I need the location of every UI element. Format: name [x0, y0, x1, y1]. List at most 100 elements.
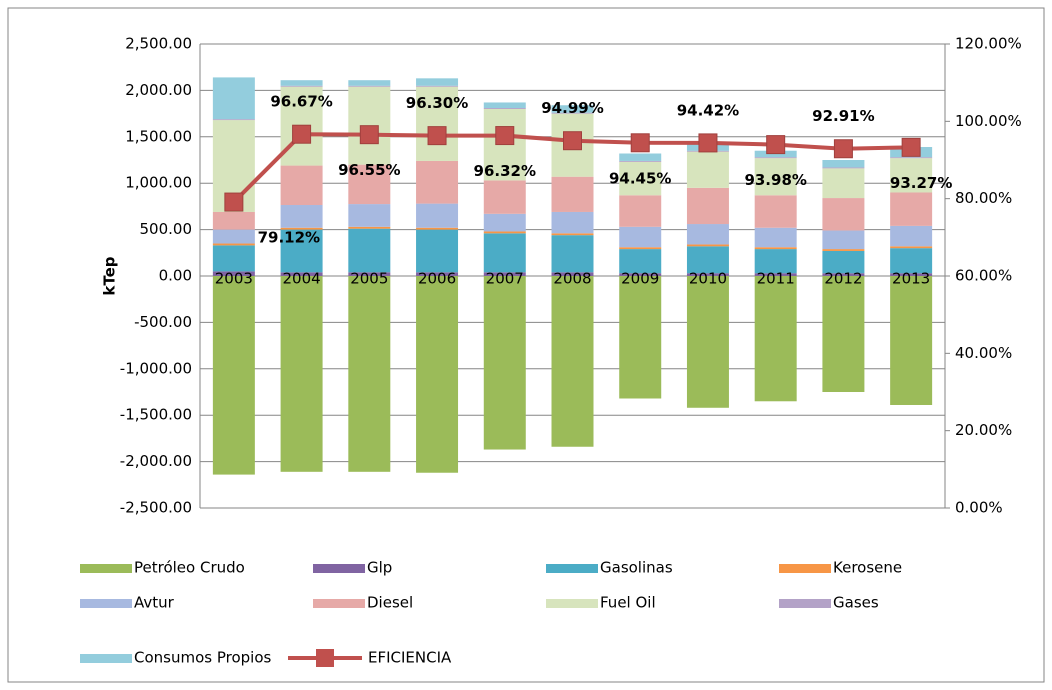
x-tick-label: 2007 — [486, 270, 524, 288]
bar-segment — [619, 276, 662, 399]
y2-tick-label: 100.00% — [955, 112, 1022, 130]
bar-segment — [483, 102, 526, 109]
legend-swatch — [80, 564, 132, 573]
bar-segment — [822, 198, 865, 231]
bar-segment — [212, 243, 255, 246]
line-marker — [563, 131, 582, 151]
y-tick-label: 1,500.00 — [125, 127, 192, 145]
bar-segment — [890, 276, 933, 405]
bar-segment — [890, 248, 933, 274]
bar-segment — [483, 108, 526, 109]
bar-segment — [822, 250, 865, 274]
y-tick-label: 0.00 — [159, 267, 192, 285]
bar-segment — [280, 272, 323, 276]
line-marker — [766, 135, 786, 155]
bar-segment — [212, 119, 255, 121]
line-marker — [698, 133, 718, 153]
bar-segment — [822, 160, 865, 168]
bar-segment — [890, 225, 933, 247]
bar-segment — [212, 211, 255, 230]
x-tick-label: 2010 — [689, 270, 727, 288]
legend-label: Diesel — [367, 594, 413, 612]
bar-segment — [483, 231, 526, 234]
bar-segment — [416, 272, 459, 276]
y-tick-label: 2,000.00 — [125, 81, 192, 99]
bar-segment — [416, 85, 459, 87]
bar-segment — [280, 80, 323, 86]
legend-label: EFICIENCIA — [368, 649, 452, 667]
data-label: 96.30% — [406, 94, 468, 112]
bar-segment — [890, 192, 933, 226]
bar-segment — [348, 226, 391, 229]
legend-swatch — [313, 599, 365, 608]
data-label: 96.55% — [338, 161, 400, 179]
data-label: 93.98% — [744, 171, 806, 189]
x-tick-label: 2013 — [892, 270, 930, 288]
line-marker — [495, 126, 515, 146]
x-tick-label: 2011 — [757, 270, 795, 288]
line-marker — [833, 139, 853, 159]
data-label: 96.32% — [474, 162, 536, 180]
bar-segment — [483, 272, 526, 276]
bar-segment — [212, 229, 255, 244]
bar-segment — [280, 276, 323, 472]
y-tick-label: -500.00 — [134, 313, 192, 331]
bar-segment — [754, 157, 797, 159]
y-tick-label: -2,000.00 — [120, 452, 192, 470]
bar-segment — [551, 112, 594, 114]
y-tick-label: -1,500.00 — [120, 406, 192, 424]
legend-swatch — [313, 564, 365, 573]
bar-segment — [686, 276, 729, 408]
bar-segment — [686, 151, 729, 188]
bar-segment — [619, 247, 662, 250]
y-tick-label: 500.00 — [140, 220, 193, 238]
x-tick-label: 2005 — [350, 270, 388, 288]
bar-segment — [619, 160, 662, 162]
bar-segment — [348, 164, 391, 205]
data-label: 79.12% — [258, 229, 320, 247]
legend-label: Fuel Oil — [600, 594, 656, 612]
bar-segment — [754, 158, 797, 196]
bar-segment — [822, 168, 865, 199]
bar-segment — [348, 276, 391, 472]
data-label: 96.67% — [270, 93, 332, 111]
legend-label: Avtur — [134, 594, 175, 612]
data-label: 94.99% — [541, 99, 603, 117]
bar-segment — [619, 249, 662, 274]
bar-segment — [348, 272, 391, 276]
data-label: 92.91% — [812, 107, 874, 125]
legend-swatch — [80, 654, 132, 663]
bar-segment — [551, 272, 594, 276]
x-tick-label: 2008 — [553, 270, 591, 288]
x-tick-label: 2003 — [215, 270, 253, 288]
bar-segment — [280, 229, 323, 273]
bar-segment — [416, 86, 459, 161]
y2-tick-label: 40.00% — [955, 344, 1012, 362]
bar-segment — [754, 195, 797, 228]
bar-segment — [280, 165, 323, 206]
bar-segment — [212, 245, 255, 272]
bar-segment — [416, 276, 459, 473]
bar-segment — [280, 85, 323, 87]
legend-label: Gases — [833, 594, 879, 612]
bar-segment — [416, 227, 459, 230]
bar-segment — [754, 227, 797, 248]
legend-swatch — [779, 564, 831, 573]
y2-tick-label: 80.00% — [955, 189, 1012, 207]
bar-segment — [551, 235, 594, 273]
bar-segment — [416, 203, 459, 228]
line-marker — [224, 192, 244, 212]
bar-segment — [551, 105, 594, 113]
y-tick-label: 2,500.00 — [125, 35, 192, 53]
legend-label: Consumos Propios — [134, 649, 272, 667]
bar-segment — [348, 80, 391, 86]
bar-segment — [686, 224, 729, 245]
y-tick-label: 1,000.00 — [125, 174, 192, 192]
bar-segment — [551, 176, 594, 212]
y-axis-label: kTep — [101, 256, 119, 295]
bar-segment — [890, 273, 933, 276]
bar-segment — [619, 273, 662, 276]
bar-segment — [348, 204, 391, 227]
bar-segment — [212, 77, 255, 120]
